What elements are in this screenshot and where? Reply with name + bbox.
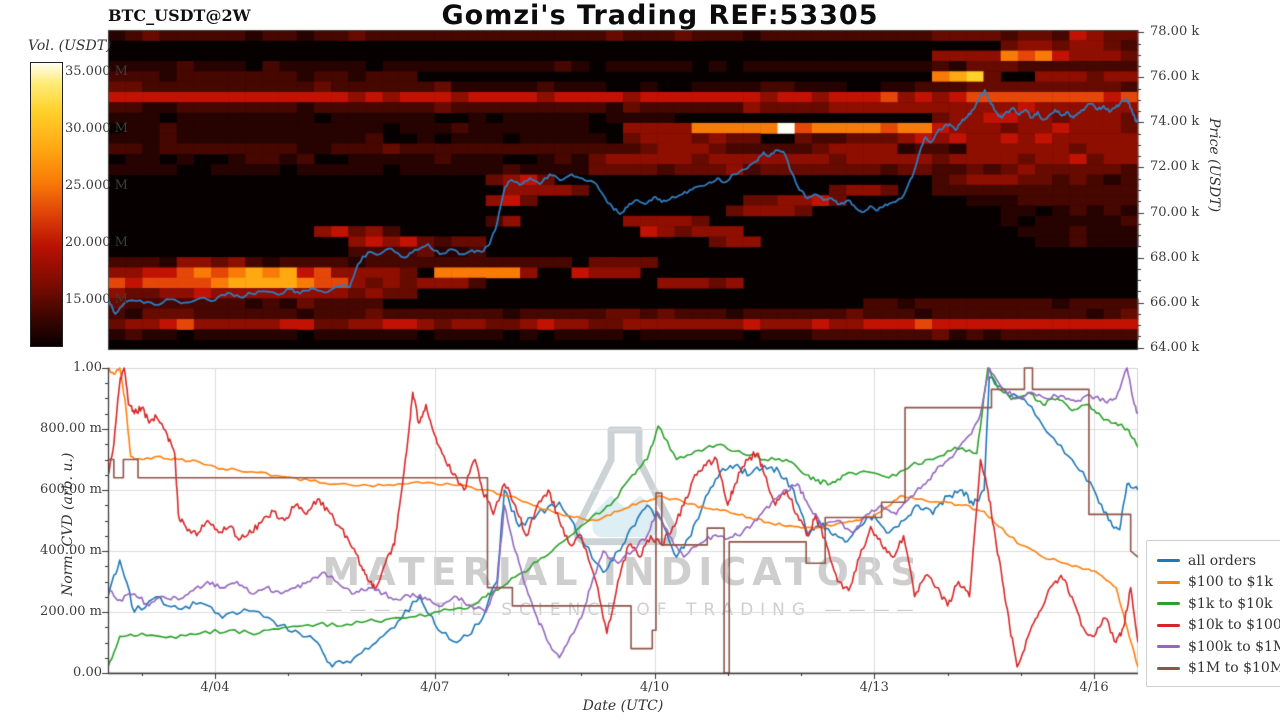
page-title: Gomzi's Trading REF:53305 [441,0,879,31]
colorbar-tick-label: 20.000 M [65,235,128,251]
legend-swatch [1157,645,1180,649]
cvd-ytick-label: 0.00 [73,665,102,680]
legend-item-1M-10M: $1M to $10M [1157,658,1280,680]
colorbar-label: Vol. (USDT) [28,38,112,54]
legend-label: $1M to $10M [1188,660,1280,677]
legend: all orders $100 to $1k $1k to $10k $10k … [1146,540,1280,687]
legend-item-10k-100k: $10k to $100k [1157,615,1280,637]
symbol-label: BTC_USDT@2W [108,6,251,25]
legend-label: $10k to $100k [1188,617,1280,634]
colorbar-tick-label: 15.000 M [65,292,128,307]
cvd-xtick-label: 4/16 [1079,680,1109,695]
legend-item-100k-1M: $100k to $1M [1157,636,1280,658]
legend-item-all-orders: all orders [1157,550,1280,572]
cvd-ytick-label: 1.00 [73,360,102,375]
colorbar-tick-label: 35.000 M [65,63,128,79]
cvd-xtick-label: 4/04 [200,680,230,695]
price-tick-label: 70.00 k [1150,204,1200,220]
legend-item-100-1k: $100 to $1k [1157,572,1280,594]
date-axis-label: Date (UTC) [582,698,664,714]
legend-swatch [1157,623,1180,627]
legend-swatch [1157,580,1180,584]
cvd-xtick-label: 4/10 [639,680,670,695]
legend-label: $1k to $10k [1188,595,1273,612]
price-tick-label: 64.00 k [1150,339,1200,355]
price-axis-label: Price (USDT) [1206,118,1222,212]
volume-colorbar [30,62,63,347]
price-tick-label: 66.00 k [1150,294,1200,310]
legend-label: all orders [1188,552,1256,569]
price-tick-label: 74.00 k [1150,114,1200,130]
cvd-xtick-label: 4/07 [420,680,450,695]
cvd-ytick-label: 800.00 m [40,421,102,436]
colorbar-tick-label: 25.000 M [65,177,128,193]
price-tick-label: 78.00 k [1150,24,1200,40]
cvd-ytick-label: 600.00 m [40,482,102,497]
cvd-axis-label: Norm. CVD (arb. u.) [60,452,76,596]
legend-label: $100 to $1k [1188,574,1273,591]
price-tick-label: 72.00 k [1150,159,1200,175]
legend-swatch [1157,602,1180,606]
colorbar-tick-label: 30.000 M [65,121,128,137]
cvd-ytick-label: 200.00 m [40,604,102,619]
legend-item-1k-10k: $1k to $10k [1157,593,1280,615]
legend-swatch [1157,559,1180,563]
cvd-ytick-label: 400.00 m [40,543,102,558]
price-tick-label: 68.00 k [1150,249,1200,265]
legend-swatch [1157,666,1180,670]
cvd-xtick-label: 4/13 [859,680,889,695]
price-tick-label: 76.00 k [1150,69,1200,85]
legend-label: $100k to $1M [1188,638,1280,655]
